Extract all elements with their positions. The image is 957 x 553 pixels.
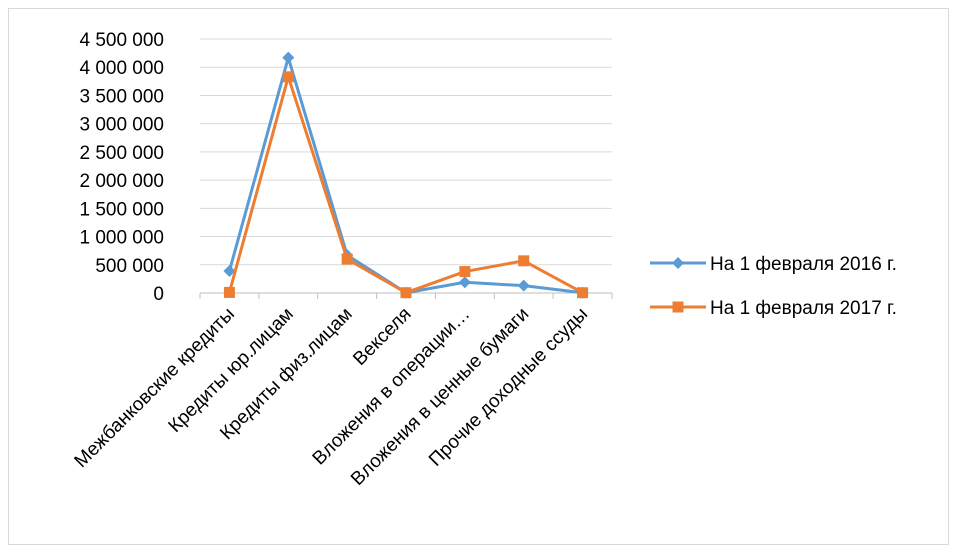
y-tick-label: 4 000 000	[79, 58, 164, 79]
legend-marker	[672, 301, 684, 313]
data-point-marker	[517, 279, 530, 292]
y-tick-label: 1 500 000	[79, 199, 164, 220]
series-group	[223, 51, 589, 299]
y-tick-label: 500 000	[95, 256, 164, 277]
y-axis: 0 500 000 1 000 000 1 500 000 2 000 000 2 500…	[79, 30, 164, 305]
data-point-marker	[223, 286, 235, 298]
y-tick-label: 1 000 000	[79, 228, 164, 249]
legend-label: На 1 февраля 2016 г.	[710, 254, 897, 275]
y-tick-label: 4 500 000	[79, 30, 164, 51]
data-point-marker	[223, 264, 236, 277]
chart-frame	[8, 8, 949, 545]
data-point-marker	[577, 287, 589, 299]
data-point-marker	[282, 51, 295, 64]
y-tick-label: 3 000 000	[79, 115, 164, 136]
legend-label: На 1 февраля 2017 г.	[710, 298, 897, 319]
data-point-marker	[341, 253, 353, 265]
series-line	[227, 75, 584, 295]
data-point-marker	[458, 276, 471, 289]
y-tick-label: 0	[153, 284, 164, 305]
y-tick-label: 3 500 000	[79, 86, 164, 107]
data-point-marker	[459, 266, 471, 278]
y-tick-label: 2 500 000	[79, 143, 164, 164]
data-point-marker	[518, 255, 530, 267]
data-point-marker	[400, 287, 412, 299]
y-tick-label: 2 000 000	[79, 171, 164, 192]
data-point-marker	[282, 71, 294, 83]
legend-marker	[672, 257, 684, 269]
legend: На 1 февраля 2016 г. На 1 февраля 2017 г.	[650, 254, 897, 319]
